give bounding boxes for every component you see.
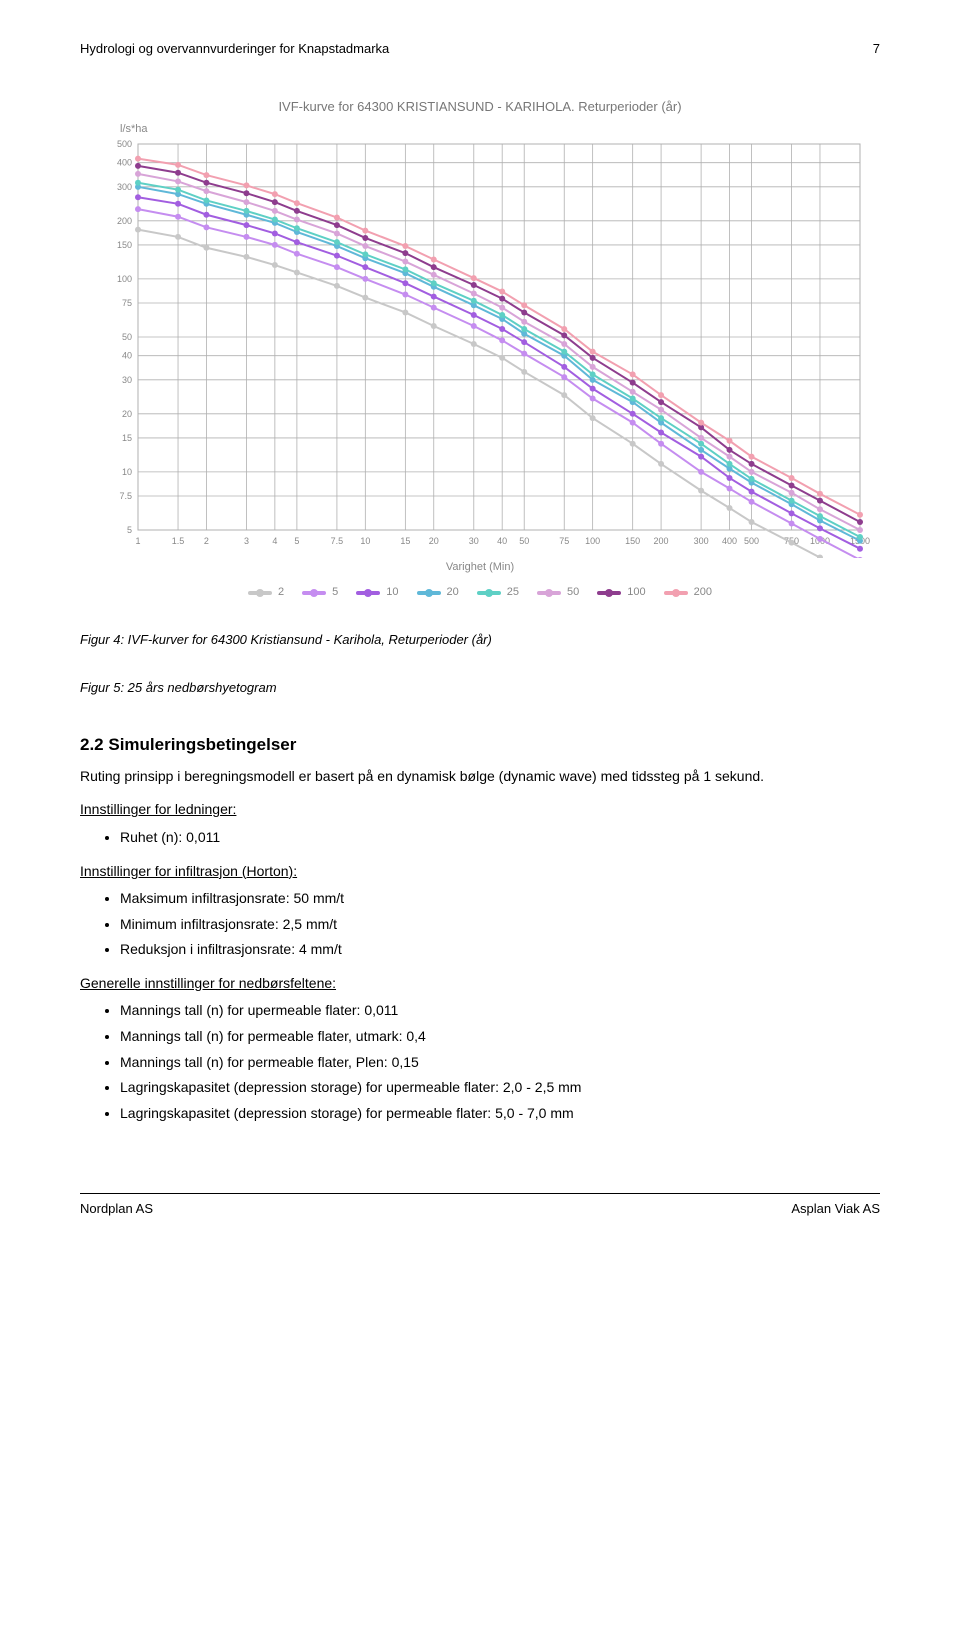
- svg-text:40: 40: [497, 536, 507, 546]
- svg-text:150: 150: [625, 536, 640, 546]
- svg-text:7.5: 7.5: [331, 536, 344, 546]
- section-heading: 2.2 Simuleringsbetingelser: [80, 733, 880, 757]
- sub1-list: Ruhet (n): 0,011: [80, 828, 880, 848]
- figure4-caption: Figur 4: IVF-kurver for 64300 Kristiansu…: [80, 631, 880, 649]
- legend-label: 5: [332, 585, 338, 600]
- svg-text:150: 150: [117, 240, 132, 250]
- legend-item: 5: [302, 585, 338, 600]
- svg-text:1.5: 1.5: [172, 536, 185, 546]
- svg-text:7.5: 7.5: [119, 491, 132, 501]
- sub3-list: Mannings tall (n) for upermeable flater:…: [80, 1001, 880, 1123]
- chart-legend: 2510202550100200: [90, 585, 870, 600]
- svg-text:300: 300: [117, 182, 132, 192]
- chart-title: IVF-kurve for 64300 KRISTIANSUND - KARIH…: [90, 98, 870, 116]
- page-number: 7: [873, 40, 880, 58]
- legend-item: 25: [477, 585, 519, 600]
- svg-text:15: 15: [400, 536, 410, 546]
- svg-text:30: 30: [469, 536, 479, 546]
- legend-item: 100: [597, 585, 645, 600]
- legend-swatch: [417, 591, 441, 595]
- legend-label: 20: [447, 585, 459, 600]
- legend-swatch: [356, 591, 380, 595]
- svg-text:20: 20: [122, 409, 132, 419]
- x-axis-label: Varighet (Min): [90, 560, 870, 575]
- svg-text:400: 400: [117, 157, 132, 167]
- svg-text:40: 40: [122, 350, 132, 360]
- sub1-heading: Innstillinger for ledninger:: [80, 800, 880, 820]
- legend-label: 100: [627, 585, 645, 600]
- legend-swatch: [248, 591, 272, 595]
- svg-text:5: 5: [127, 525, 132, 535]
- svg-text:30: 30: [122, 375, 132, 385]
- svg-text:75: 75: [122, 298, 132, 308]
- legend-swatch: [664, 591, 688, 595]
- svg-text:50: 50: [122, 332, 132, 342]
- svg-text:100: 100: [117, 274, 132, 284]
- legend-swatch: [597, 591, 621, 595]
- sub2-list: Maksimum infiltrasjonsrate: 50 mm/t Minim…: [80, 889, 880, 960]
- legend-item: 20: [417, 585, 459, 600]
- footer-right: Asplan Viak AS: [791, 1200, 880, 1218]
- svg-text:400: 400: [722, 536, 737, 546]
- list-item: Maksimum infiltrasjonsrate: 50 mm/t: [120, 889, 880, 909]
- legend-label: 2: [278, 585, 284, 600]
- ivf-chart: IVF-kurve for 64300 KRISTIANSUND - KARIH…: [90, 98, 870, 600]
- list-item: Reduksjon i infiltrasjonsrate: 4 mm/t: [120, 940, 880, 960]
- svg-text:200: 200: [117, 216, 132, 226]
- legend-swatch: [537, 591, 561, 595]
- figure5-caption: Figur 5: 25 års nedbørshyetogram: [80, 679, 880, 697]
- list-item: Mannings tall (n) for upermeable flater:…: [120, 1001, 880, 1021]
- svg-text:3: 3: [244, 536, 249, 546]
- svg-text:500: 500: [744, 536, 759, 546]
- svg-text:20: 20: [429, 536, 439, 546]
- svg-text:50: 50: [519, 536, 529, 546]
- list-item: Lagringskapasitet (depression storage) f…: [120, 1078, 880, 1098]
- list-item: Lagringskapasitet (depression storage) f…: [120, 1104, 880, 1124]
- footer-left: Nordplan AS: [80, 1200, 153, 1218]
- svg-text:500: 500: [117, 139, 132, 149]
- svg-text:300: 300: [694, 536, 709, 546]
- svg-text:1: 1: [135, 536, 140, 546]
- svg-text:10: 10: [360, 536, 370, 546]
- chart-plot: 1 1.5 2 3 4 5 7.5 10 15 20 30 40 50 75 100 150 200 300 400…: [90, 138, 870, 558]
- page-footer: Nordplan AS Asplan Viak AS: [80, 1193, 880, 1218]
- svg-text:5: 5: [294, 536, 299, 546]
- y-axis-label: l/s*ha: [120, 122, 870, 137]
- legend-label: 25: [507, 585, 519, 600]
- svg-text:15: 15: [122, 433, 132, 443]
- legend-item: 50: [537, 585, 579, 600]
- legend-label: 50: [567, 585, 579, 600]
- legend-item: 200: [664, 585, 712, 600]
- legend-swatch: [477, 591, 501, 595]
- legend-swatch: [302, 591, 326, 595]
- svg-text:4: 4: [272, 536, 277, 546]
- legend-item: 2: [248, 585, 284, 600]
- sub3-heading: Generelle innstillinger for nedbørsfelte…: [80, 974, 880, 994]
- svg-text:200: 200: [654, 536, 669, 546]
- list-item: Mannings tall (n) for permeable flater, …: [120, 1053, 880, 1073]
- list-item: Ruhet (n): 0,011: [120, 828, 880, 848]
- section-intro: Ruting prinsipp i beregningsmodell er ba…: [80, 767, 880, 787]
- doc-title: Hydrologi og overvannvurderinger for Kna…: [80, 40, 389, 58]
- svg-text:75: 75: [559, 536, 569, 546]
- svg-text:10: 10: [122, 467, 132, 477]
- svg-text:100: 100: [585, 536, 600, 546]
- legend-label: 10: [386, 585, 398, 600]
- sub2-heading: Innstillinger for infiltrasjon (Horton):: [80, 862, 880, 882]
- svg-text:2: 2: [204, 536, 209, 546]
- page-header: Hydrologi og overvannvurderinger for Kna…: [80, 40, 880, 58]
- legend-item: 10: [356, 585, 398, 600]
- legend-label: 200: [694, 585, 712, 600]
- list-item: Mannings tall (n) for permeable flater, …: [120, 1027, 880, 1047]
- list-item: Minimum infiltrasjonsrate: 2,5 mm/t: [120, 915, 880, 935]
